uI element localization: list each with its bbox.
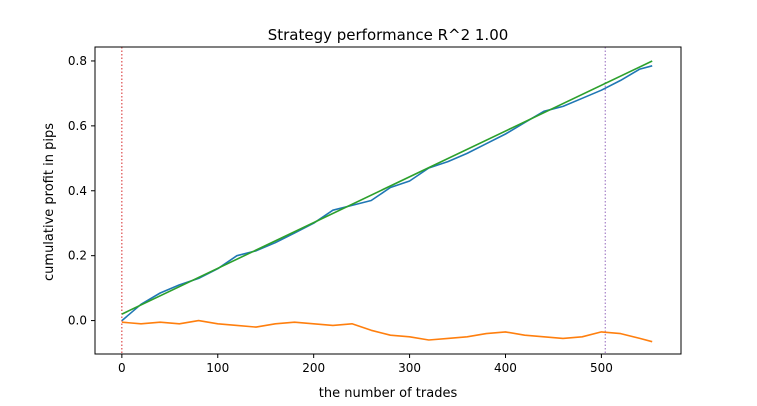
- series-line-2: [121, 60, 653, 315]
- chart-title: Strategy performance R^2 1.00: [268, 26, 509, 44]
- x-axis-label: the number of trades: [319, 386, 458, 401]
- x-tick-label: 400: [494, 361, 517, 375]
- axes-frame: [94, 46, 682, 355]
- series-line-1: [121, 319, 653, 343]
- y-tick-label: 0.0: [68, 314, 87, 328]
- y-tick-label: 0.4: [68, 184, 87, 198]
- y-axis-label: cumulative profit in pips: [42, 123, 57, 281]
- x-tick-label: 200: [302, 361, 325, 375]
- x-tick-label: 100: [206, 361, 229, 375]
- y-tick-label: 0.2: [68, 249, 87, 263]
- y-tick-label: 0.6: [68, 119, 87, 133]
- x-tick-label: 0: [118, 361, 126, 375]
- x-tick-label: 300: [398, 361, 421, 375]
- y-tick-label: 0.8: [68, 54, 87, 68]
- x-tick-label: 500: [590, 361, 613, 375]
